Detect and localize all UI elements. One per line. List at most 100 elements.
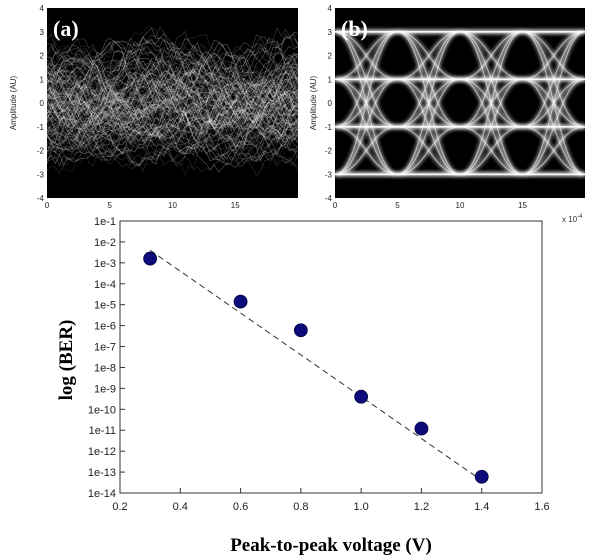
x-tick-label: 5 — [108, 201, 113, 210]
trace — [47, 54, 298, 132]
trace — [47, 86, 298, 145]
trace — [47, 96, 298, 132]
trace — [47, 52, 298, 117]
eye-trace — [459, 31, 523, 128]
y-tick-label: -1 — [325, 123, 333, 132]
eye-trace — [459, 31, 523, 80]
x-tick-label: 15 — [231, 201, 240, 210]
trace — [47, 85, 298, 156]
trace — [47, 81, 298, 153]
trace — [47, 70, 298, 137]
trace — [47, 71, 298, 176]
trace — [47, 47, 298, 125]
trace — [47, 69, 298, 106]
y-tick-label: 0 — [328, 99, 333, 108]
trace — [47, 60, 298, 125]
trace — [47, 105, 298, 137]
trace — [47, 81, 298, 119]
x-tick-label: 1.6 — [534, 501, 549, 513]
trace — [47, 51, 298, 158]
trace — [47, 42, 298, 117]
trace — [47, 30, 298, 128]
trace — [47, 54, 298, 109]
x-tick-label: 1.0 — [353, 501, 368, 513]
trace — [47, 65, 298, 138]
y-axis-label-b: Amplitude (AU) — [309, 76, 318, 131]
y-tick-label: 1e-1 — [94, 216, 116, 228]
data-point — [354, 389, 369, 404]
y-tick-label: -3 — [325, 170, 333, 179]
trace — [47, 52, 298, 147]
x-multiplier-label-b: x 10-4 — [562, 214, 583, 224]
eye-trace — [459, 31, 523, 175]
x-tick-label: 10 — [456, 201, 465, 210]
y-tick-labels-a: 4 3 2 1 0 -1 -2 -3 -4 — [37, 4, 45, 203]
trace — [47, 77, 298, 167]
trace — [47, 81, 298, 132]
x-ticks-c: 0.2 0.4 0.6 0.8 1.0 1.2 1.4 1.6 — [112, 488, 550, 513]
eye-trace — [397, 31, 461, 175]
trace — [47, 94, 298, 129]
trace — [47, 77, 298, 154]
trace — [47, 67, 298, 155]
y-tick-label: 2 — [40, 52, 45, 61]
eye-trace — [522, 126, 585, 175]
trace — [47, 46, 298, 144]
trace — [47, 93, 298, 153]
trace — [47, 56, 298, 125]
trace — [47, 69, 298, 116]
trace — [47, 86, 298, 123]
trace — [47, 84, 298, 137]
trace — [47, 77, 298, 167]
trace — [47, 52, 298, 142]
trace — [47, 65, 298, 107]
trace — [47, 72, 298, 167]
y-tick-label: 1e-12 — [88, 446, 116, 458]
trace — [47, 35, 298, 125]
trace — [47, 44, 298, 124]
trace — [47, 100, 298, 137]
trace — [47, 45, 298, 131]
trace — [47, 87, 298, 142]
trace — [47, 83, 298, 142]
eye-trace — [522, 31, 585, 128]
x-tick-label: 0.8 — [293, 501, 308, 513]
trace — [47, 81, 298, 165]
x-tick-label: 1.4 — [474, 501, 489, 513]
y-tick-label: 3 — [40, 28, 45, 37]
trace — [47, 60, 298, 110]
trace — [47, 62, 298, 106]
trace — [47, 73, 298, 149]
trace — [47, 78, 298, 116]
trace — [47, 89, 298, 138]
trace — [47, 42, 298, 134]
trace — [47, 101, 298, 129]
fit-line — [149, 249, 482, 481]
data-point — [293, 323, 308, 338]
trace — [47, 37, 298, 147]
y-tick-label: -2 — [37, 147, 45, 156]
plot-area-a — [47, 8, 298, 198]
trace — [47, 106, 298, 151]
trace — [47, 60, 298, 93]
plot-area-c — [119, 220, 543, 494]
trace — [47, 44, 298, 121]
ber-scatter-chart: 1e-1 1e-2 1e-3 1e-4 1e-5 1e-6 1e-7 1e-8 1e-9 1e-1… — [56, 216, 550, 556]
trace — [47, 94, 298, 161]
eye-trace — [522, 31, 585, 175]
trace — [47, 97, 298, 145]
trace — [47, 41, 298, 139]
eye-trace — [335, 31, 398, 128]
x-tick-label: 0 — [45, 201, 50, 210]
y-tick-label: 3 — [328, 28, 333, 37]
trace — [47, 101, 298, 142]
trace — [47, 44, 298, 151]
trace — [47, 71, 298, 131]
trace — [47, 59, 298, 140]
trace — [47, 54, 298, 130]
trace — [47, 77, 298, 130]
y-tick-label: -4 — [37, 194, 45, 203]
eye-trace — [522, 78, 585, 175]
eye-trace — [397, 31, 461, 80]
